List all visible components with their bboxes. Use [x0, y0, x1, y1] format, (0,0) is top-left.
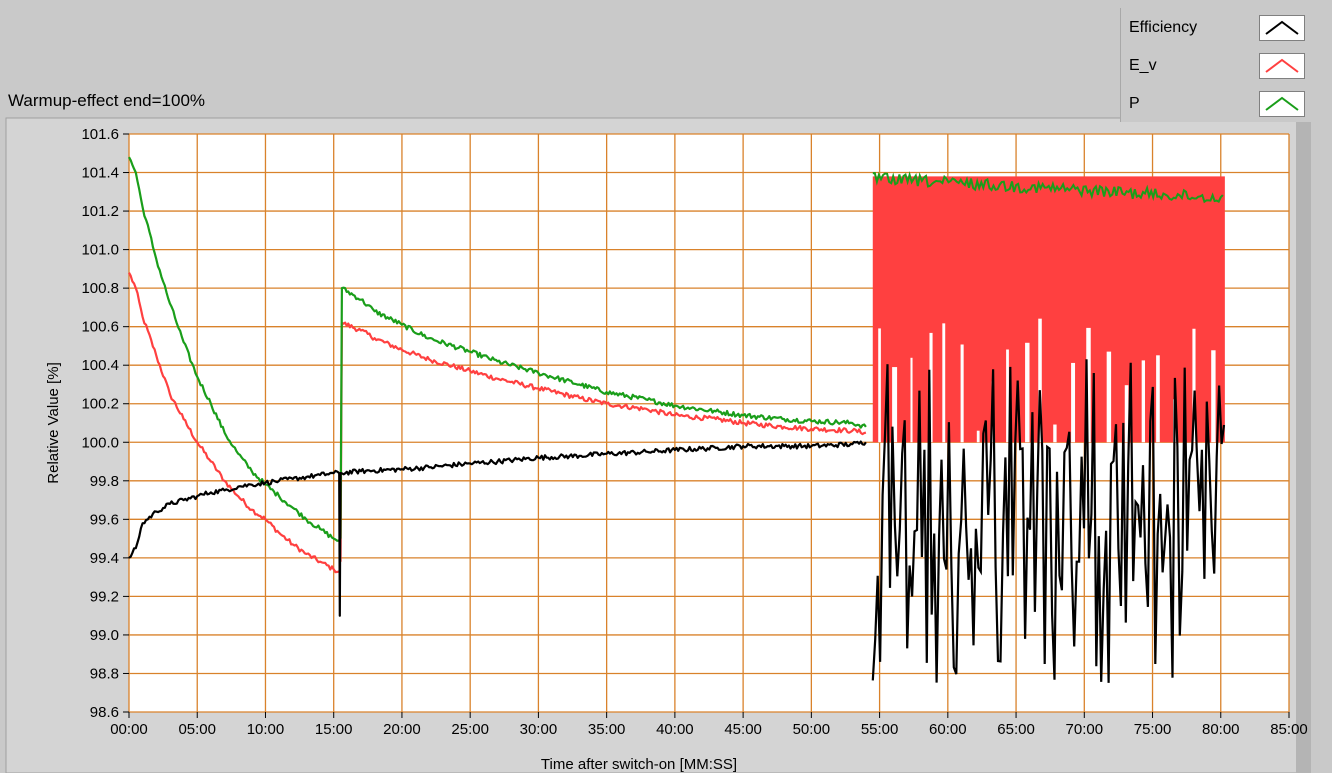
legend-label-efficiency: Efficiency	[1129, 19, 1198, 36]
x-tick-label: 55:00	[861, 721, 899, 738]
x-tick-label: 10:00	[247, 721, 285, 738]
y-tick-label: 101.4	[81, 165, 119, 182]
band-gap	[942, 323, 946, 443]
y-tick-label: 100.8	[81, 280, 119, 297]
band-gap	[1071, 362, 1076, 443]
legend-swatch-e-v	[1259, 53, 1305, 79]
x-tick-label: 75:00	[1134, 721, 1172, 738]
x-tick-label: 70:00	[1066, 721, 1104, 738]
x-tick-label: 35:00	[588, 721, 626, 738]
y-tick-label: 99.6	[90, 511, 119, 528]
series-line-p	[128, 156, 340, 542]
band-gap	[1192, 328, 1196, 443]
series-line-p	[339, 286, 867, 539]
band-gap	[892, 367, 898, 443]
y-tick-label: 101.0	[81, 242, 119, 259]
series-line-e-v	[339, 321, 867, 562]
y-tick-label: 99.0	[90, 627, 119, 644]
y-tick-label: 100.4	[81, 357, 119, 374]
x-tick-label: 60:00	[929, 721, 967, 738]
x-tick-label: 45:00	[724, 721, 762, 738]
band-gap	[1025, 342, 1030, 443]
y-tick-label: 99.8	[90, 473, 119, 490]
band-gap	[1006, 349, 1009, 443]
band-gap	[976, 430, 980, 443]
band-gap	[1106, 351, 1112, 443]
legend-swatch-efficiency	[1259, 15, 1305, 41]
frame-scroll-edge	[1296, 118, 1310, 773]
x-tick-label: 25:00	[451, 721, 489, 738]
legend-label-p: P	[1129, 95, 1140, 112]
band-gap	[1141, 360, 1146, 443]
band-gap	[878, 328, 881, 443]
band-gap	[1211, 350, 1216, 443]
series-line-e-v	[128, 272, 340, 574]
x-tick-label: 65:00	[997, 721, 1035, 738]
band-gap	[929, 332, 933, 443]
x-tick-label: 50:00	[793, 721, 831, 738]
y-tick-label: 101.2	[81, 203, 119, 220]
band-gap	[1038, 318, 1042, 443]
legend-item-e-v[interactable]: E_v	[1121, 48, 1319, 84]
legend-label-e-v: E_v	[1129, 57, 1157, 74]
series-line-efficiency-noisy	[871, 359, 1226, 683]
series-line-p-noisy	[872, 171, 1224, 204]
band-gap	[960, 344, 964, 443]
series-band-e-v	[872, 176, 1225, 443]
band-gap	[1156, 355, 1160, 443]
legend: Efficiency E_v P	[1120, 8, 1319, 122]
x-tick-label: 20:00	[383, 721, 421, 738]
x-tick-label: 00:00	[110, 721, 148, 738]
y-tick-label: 99.4	[90, 550, 119, 567]
x-axis-title: Time after switch-on [MM:SS]	[541, 756, 737, 773]
band-gap	[910, 357, 913, 443]
y-tick-label: 98.8	[90, 665, 119, 682]
legend-item-efficiency[interactable]: Efficiency	[1121, 10, 1319, 46]
band-gap	[1086, 327, 1091, 443]
y-tick-label: 98.6	[90, 704, 119, 721]
y-tick-label: 100.0	[81, 434, 119, 451]
x-tick-label: 05:00	[178, 721, 216, 738]
band-gap	[1053, 424, 1057, 443]
x-tick-label: 30:00	[520, 721, 558, 738]
series-line-efficiency	[128, 440, 867, 617]
band-gap	[1124, 385, 1129, 443]
x-tick-label: 80:00	[1202, 721, 1240, 738]
chart-subtitle: Warmup-effect end=100%	[8, 91, 206, 110]
y-tick-label: 100.6	[81, 319, 119, 336]
y-tick-label: 101.6	[81, 126, 119, 143]
x-tick-label: 40:00	[656, 721, 694, 738]
y-tick-label: 100.2	[81, 396, 119, 413]
x-tick-label: 85:00	[1270, 721, 1308, 738]
y-axis-title: Relative Value [%]	[45, 362, 62, 483]
y-tick-label: 99.2	[90, 588, 119, 605]
x-tick-label: 15:00	[315, 721, 353, 738]
legend-item-p[interactable]: P	[1121, 86, 1319, 122]
legend-swatch-p	[1259, 91, 1305, 117]
